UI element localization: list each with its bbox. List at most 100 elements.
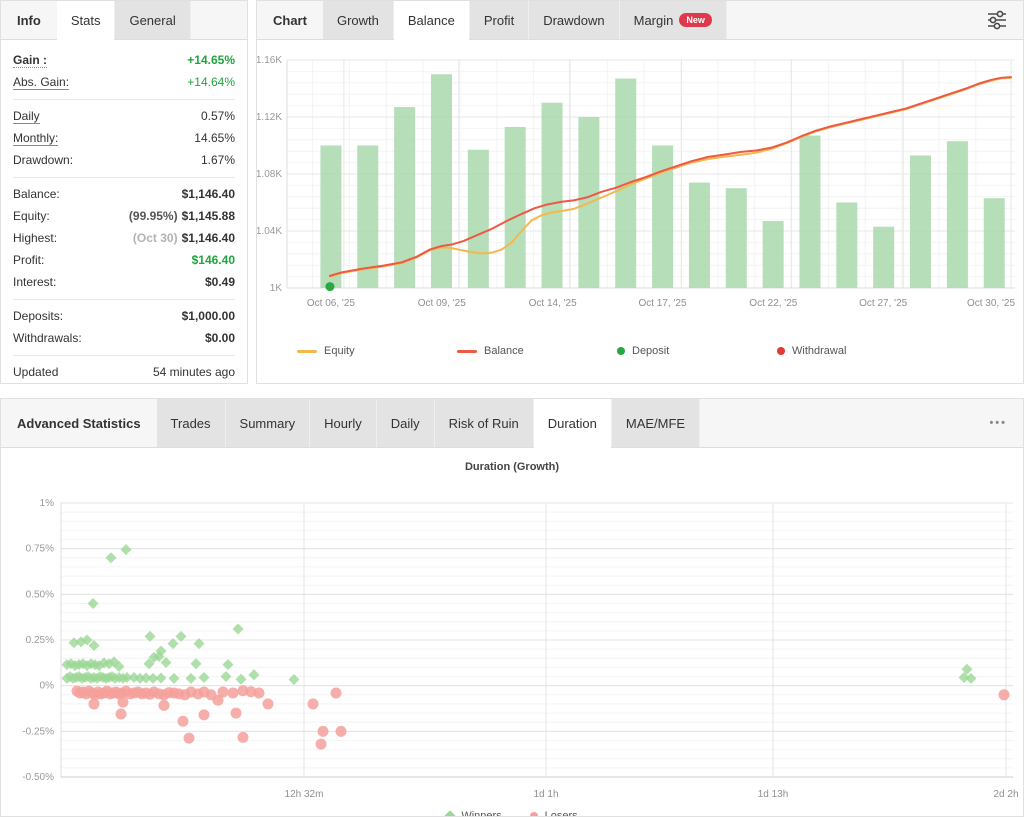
stat-label-profit: Profit: xyxy=(13,253,45,267)
legend-item-balance[interactable]: Balance xyxy=(457,345,617,357)
scatter-point-losers xyxy=(998,689,1010,701)
scatter-point-losers xyxy=(237,731,249,743)
legend-item-losers[interactable]: Losers xyxy=(529,810,578,816)
svg-text:Oct 17, '25: Oct 17, '25 xyxy=(638,298,686,309)
svg-text:Oct 22, '25: Oct 22, '25 xyxy=(749,298,797,309)
svg-text:Oct 27, '25: Oct 27, '25 xyxy=(859,298,907,309)
stat-label-gain[interactable]: Gain : xyxy=(13,52,48,68)
chart-tab-balance[interactable]: Balance xyxy=(393,1,470,40)
legend-item-withdrawal[interactable]: Withdrawal xyxy=(777,345,937,357)
stat-value-equity: (99.95%) $1,145.88 xyxy=(128,209,235,223)
svg-text:Oct 30, '25: Oct 30, '25 xyxy=(967,298,1015,309)
scatter-point-winners xyxy=(160,656,172,668)
chart-tab-margin[interactable]: Margin New xyxy=(619,1,727,39)
stat-value-highest: (Oct 30) $1,146.40 xyxy=(132,231,235,245)
svg-text:1.12K: 1.12K xyxy=(257,112,282,123)
stat-row-abs-gain: Abs. Gain: +14.64% xyxy=(13,71,235,93)
stat-label-monthly[interactable]: Monthly: xyxy=(13,130,59,146)
stats-tab-bar: Stats General xyxy=(56,1,191,40)
stats-group: Daily 0.57% Monthly: 14.65% Drawdown: 1.67% xyxy=(13,100,235,178)
stat-row-updated: Updated 54 minutes ago xyxy=(13,361,235,383)
stat-value-balance: $1,146.40 xyxy=(181,187,235,201)
chart-tab-drawdown[interactable]: Drawdown xyxy=(529,1,620,39)
svg-text:12h 32m: 12h 32m xyxy=(285,789,324,800)
balance-bar xyxy=(541,102,563,288)
chart-panel-title: Chart xyxy=(273,12,307,28)
stats-body: Gain : +14.65% Abs. Gain: +14.64% Daily 0.57%… xyxy=(1,40,247,383)
scatter-point-losers xyxy=(330,687,342,699)
stat-value-deposits: $1,000.00 xyxy=(181,309,235,323)
advanced-panel-title: Advanced Statistics xyxy=(17,415,141,431)
advanced-tab-hourly[interactable]: Hourly xyxy=(310,399,377,447)
chart-tab-growth[interactable]: Growth xyxy=(322,1,394,39)
advanced-tab-duration[interactable]: Duration xyxy=(533,399,612,448)
losers-legend-marker xyxy=(529,812,538,816)
scatter-point-winners xyxy=(222,659,234,671)
advanced-tab-mae-mfe[interactable]: MAE/MFE xyxy=(611,399,701,447)
stat-row-profit: Profit: $146.40 xyxy=(13,249,235,271)
stat-row-deposits: Deposits: $1,000.00 xyxy=(13,305,235,327)
stats-tab-stats[interactable]: Stats xyxy=(56,1,116,40)
stat-label-daily[interactable]: Daily xyxy=(13,108,40,124)
scatter-point-winners xyxy=(958,671,970,683)
stats-panel: Info Stats General Gain : +14.65% Abs. Gain… xyxy=(0,0,248,384)
more-menu-icon[interactable]: ••• xyxy=(989,417,1007,429)
chart-settings-icon[interactable] xyxy=(971,1,1023,39)
duration-scatter-chart: 1% 0.75% 0.50% 0.25% 0% -0.25% -0.50% 12h 32m 1d… xyxy=(22,498,1018,800)
stat-value-updated: 54 minutes ago xyxy=(152,365,235,379)
stat-label-abs-gain[interactable]: Abs. Gain: xyxy=(13,74,70,90)
svg-text:1.08K: 1.08K xyxy=(257,169,282,180)
stat-row-daily: Daily 0.57% xyxy=(13,105,235,127)
stat-value-gain: +14.65% xyxy=(187,53,235,67)
balance-legend-marker xyxy=(457,349,477,353)
advanced-panel-header: Advanced Statistics Trades Summary Hourly D… xyxy=(1,399,1023,448)
stat-value-profit: $146.40 xyxy=(191,253,235,267)
svg-text:1.04K: 1.04K xyxy=(257,226,282,237)
stat-value-drawdown: 1.67% xyxy=(200,153,235,167)
advanced-tab-daily[interactable]: Daily xyxy=(376,399,435,447)
scatter-point-losers xyxy=(262,698,274,710)
scatter-point-losers xyxy=(158,699,170,711)
scatter-point-winners xyxy=(88,639,100,651)
scatter-point-winners xyxy=(190,658,202,670)
svg-text:-0.50%: -0.50% xyxy=(22,772,54,783)
advanced-tab-trades[interactable]: Trades xyxy=(156,399,226,447)
balance-bar xyxy=(910,155,932,288)
legend-item-winners[interactable]: Winners xyxy=(444,810,502,816)
stat-row-equity: Equity: (99.95%) $1,145.88 xyxy=(13,205,235,227)
deposit-marker xyxy=(325,282,335,292)
stat-value-interest: $0.49 xyxy=(204,275,235,289)
scatter-point-winners xyxy=(68,637,80,649)
scatter-point-winners xyxy=(175,630,187,642)
winners-legend-marker xyxy=(444,810,456,816)
stat-value-abs-gain: +14.64% xyxy=(187,75,235,89)
balance-bar xyxy=(946,141,968,288)
balance-bar xyxy=(504,126,526,288)
stat-label-updated: Updated xyxy=(13,365,59,379)
svg-text:1K: 1K xyxy=(270,283,283,294)
scatter-point-losers xyxy=(237,685,249,697)
stat-row-gain: Gain : +14.65% xyxy=(13,49,235,71)
legend-item-deposit[interactable]: Deposit xyxy=(617,345,777,357)
stats-tab-general[interactable]: General xyxy=(115,1,191,39)
svg-text:1d 1h: 1d 1h xyxy=(533,789,558,800)
scatter-point-losers xyxy=(177,715,189,727)
legend-item-equity[interactable]: Equity xyxy=(297,345,457,357)
svg-text:0%: 0% xyxy=(40,681,55,692)
scatter-point-winners xyxy=(77,658,89,670)
scatter-point-winners xyxy=(65,658,77,670)
scatter-point-losers xyxy=(307,698,319,710)
advanced-tab-summary[interactable]: Summary xyxy=(225,399,311,447)
scatter-point-winners xyxy=(120,544,132,556)
scatter-point-winners xyxy=(121,671,133,683)
scatter-point-losers xyxy=(198,709,210,721)
balance-bar xyxy=(983,198,1005,288)
stat-label-withdrawals: Withdrawals: xyxy=(13,331,82,345)
balance-bar xyxy=(430,74,452,288)
scatter-point-winners xyxy=(167,638,179,650)
advanced-tab-risk-of-ruin[interactable]: Risk of Ruin xyxy=(434,399,534,447)
stat-value-prefix: (99.95%) xyxy=(128,209,178,223)
scatter-point-winners xyxy=(965,672,977,684)
balance-bar xyxy=(873,226,895,288)
chart-tab-profit[interactable]: Profit xyxy=(469,1,530,39)
